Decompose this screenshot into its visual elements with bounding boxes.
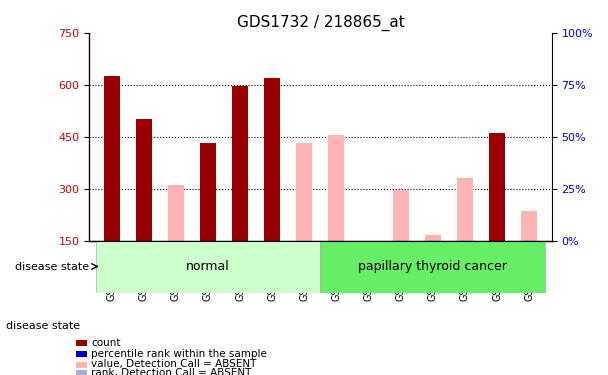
Bar — [425, 235, 441, 240]
Bar — [296, 144, 313, 240]
Text: normal: normal — [186, 260, 230, 273]
Bar — [232, 86, 248, 240]
Title: GDS1732 / 218865_at: GDS1732 / 218865_at — [237, 15, 404, 31]
Bar — [393, 190, 409, 240]
Bar — [103, 76, 120, 240]
Bar — [95, 240, 320, 292]
Text: disease state: disease state — [15, 261, 89, 272]
Bar — [200, 144, 216, 240]
Bar — [457, 178, 473, 240]
Bar — [320, 240, 545, 292]
Bar — [521, 211, 537, 240]
Text: count: count — [91, 338, 121, 348]
Text: rank, Detection Call = ABSENT: rank, Detection Call = ABSENT — [91, 368, 252, 375]
Text: papillary thyroid cancer: papillary thyroid cancer — [358, 260, 507, 273]
Bar — [168, 185, 184, 240]
Bar — [489, 133, 505, 240]
Bar — [264, 78, 280, 240]
Bar — [328, 135, 345, 240]
Bar — [136, 119, 152, 240]
Text: percentile rank within the sample: percentile rank within the sample — [91, 350, 267, 359]
Text: disease state: disease state — [6, 321, 80, 331]
Text: value, Detection Call = ABSENT: value, Detection Call = ABSENT — [91, 360, 257, 369]
